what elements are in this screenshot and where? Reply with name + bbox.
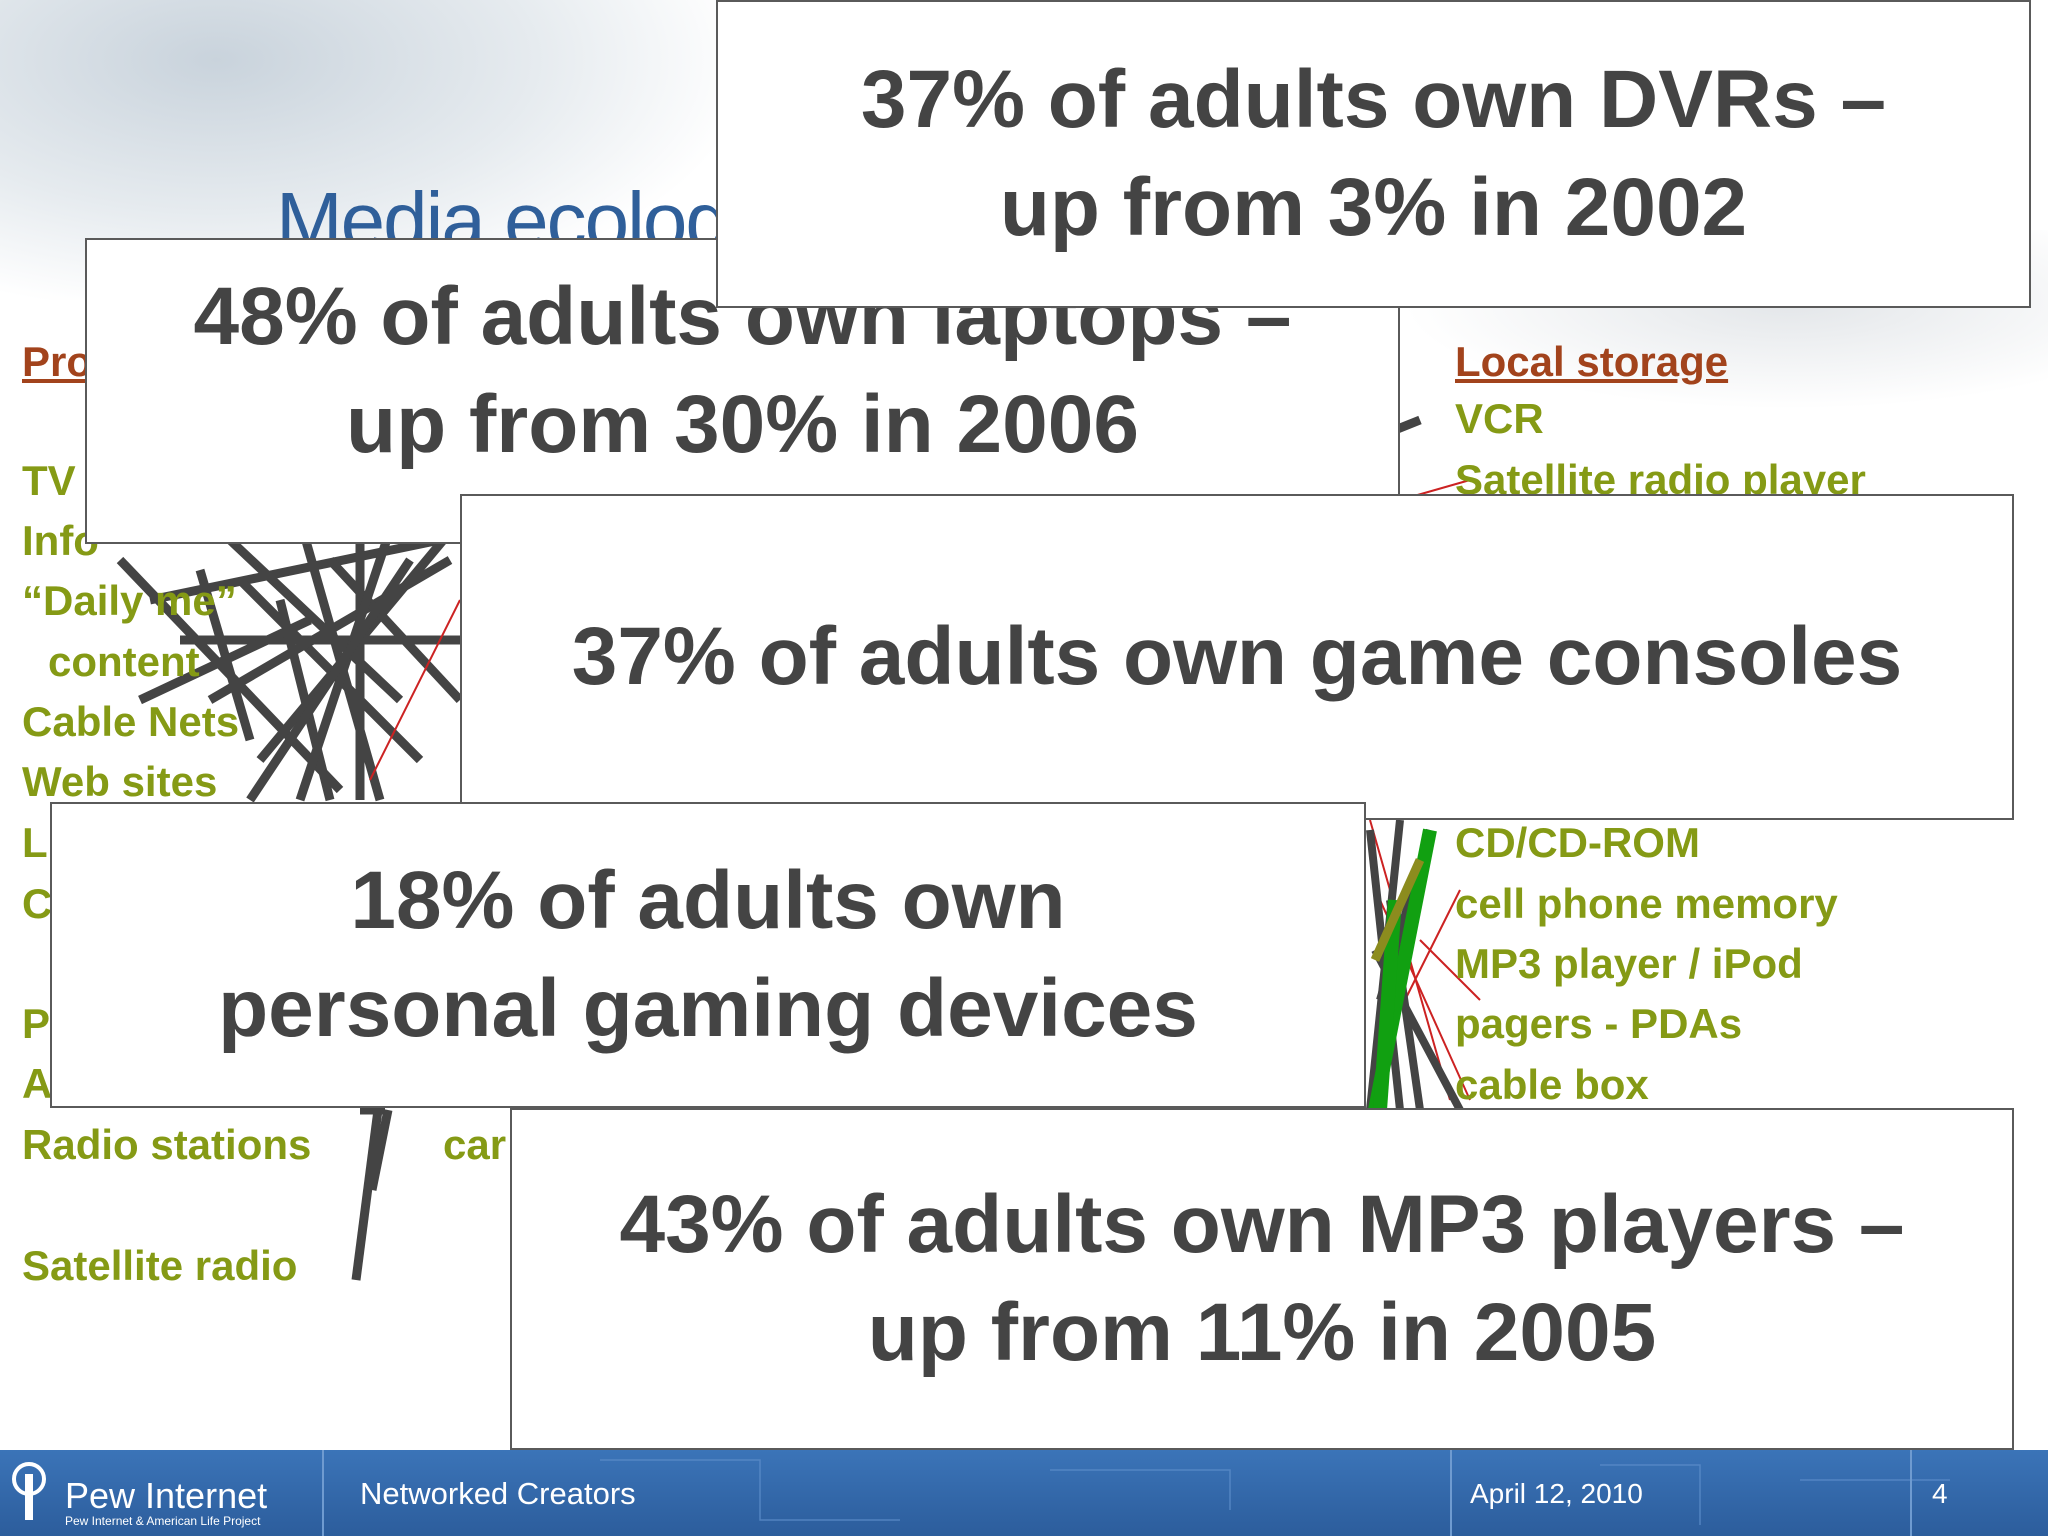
footer-divider <box>1910 1450 1912 1536</box>
right-item: cable box <box>1455 1061 1649 1108</box>
right-item: CD/CD-ROM <box>1455 819 1700 866</box>
callout-dvr: 37% of adults own DVRs – up from 3% in 2… <box>716 0 2031 308</box>
pew-logo-icon <box>10 1460 48 1524</box>
callout-line: 37% of adults own DVRs – <box>860 54 1887 145</box>
callout-line: 43% of adults own MP3 players – <box>619 1179 1905 1270</box>
footer-date: April 12, 2010 <box>1470 1478 1643 1509</box>
middle-fragment: car <box>443 1121 507 1168</box>
callout-line: up from 3% in 2002 <box>999 162 1748 253</box>
left-item: Cable Nets <box>22 698 240 745</box>
circuit-decoration <box>600 1459 1950 1525</box>
callout-gaming-devices: 18% of adults own personal gaming device… <box>50 802 1366 1108</box>
footer-bar: Pew Internet Pew Internet & American Lif… <box>0 1450 2048 1536</box>
right-item: cell phone memory <box>1455 880 1838 927</box>
footer-divider <box>322 1450 324 1536</box>
producers-heading: Pro <box>22 338 93 385</box>
left-item: P <box>22 1000 51 1047</box>
left-item: “Daily me” <box>22 577 237 624</box>
callout-game-consoles: 37% of adults own game consoles <box>460 494 2014 820</box>
callout-line: up from 30% in 2006 <box>346 379 1139 470</box>
right-item: Satellite radio player <box>1455 456 1866 503</box>
brand-name: Pew Internet <box>65 1475 268 1516</box>
left-item: Radio stations <box>22 1121 312 1168</box>
right-item: VCR <box>1455 395 1544 442</box>
left-item: TV <box>22 457 76 504</box>
footer-divider <box>1450 1450 1452 1536</box>
left-item: L <box>22 819 48 866</box>
left-item: Satellite radio <box>22 1242 298 1289</box>
page-number: 4 <box>1932 1478 1948 1509</box>
left-item: C <box>22 880 53 927</box>
callout-line: personal gaming devices <box>218 963 1198 1054</box>
callout-mp3-players: 43% of adults own MP3 players – up from … <box>510 1108 2014 1450</box>
left-item: A <box>22 1060 53 1107</box>
brand-tagline: Pew Internet & American Life Project <box>65 1514 261 1528</box>
callout-line: up from 11% in 2005 <box>867 1287 1657 1378</box>
footer-title: Networked Creators <box>360 1476 636 1511</box>
local-storage-heading: Local storage <box>1455 338 1729 385</box>
right-item: MP3 player / iPod <box>1455 940 1803 987</box>
callout-line: 37% of adults own game consoles <box>571 611 1903 702</box>
callout-line: 18% of adults own <box>350 855 1066 946</box>
left-item: Web sites <box>22 758 218 805</box>
left-item: content <box>48 638 200 685</box>
right-item: pagers - PDAs <box>1455 1000 1743 1047</box>
